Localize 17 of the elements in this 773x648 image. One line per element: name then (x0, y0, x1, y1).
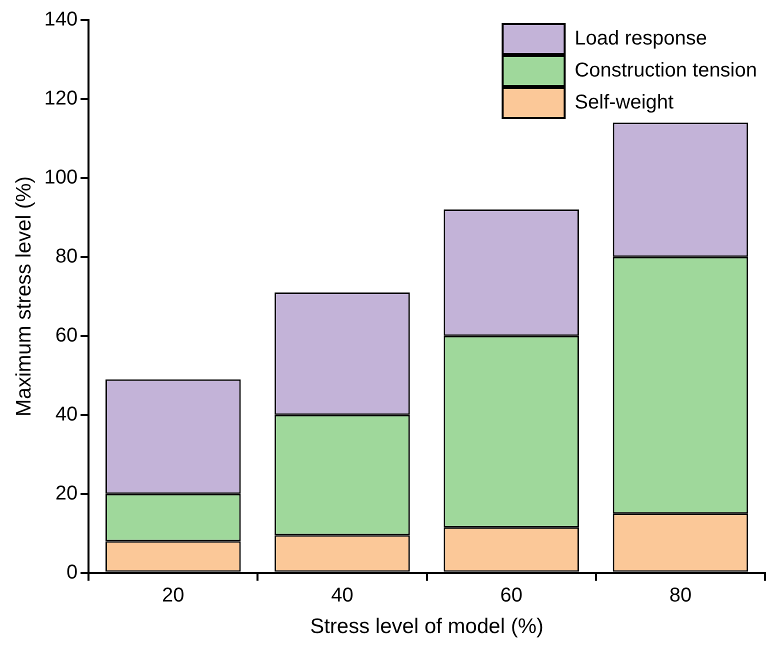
y-tick-label: 40 (55, 403, 78, 426)
x-tick-label: 60 (500, 584, 522, 606)
x-tick-label: 40 (331, 584, 354, 606)
legend-label: Construction tension (574, 60, 758, 82)
x-tick-label: 80 (669, 584, 692, 606)
y-tick-label: 60 (55, 324, 78, 346)
y-tick-label: 140 (44, 8, 78, 31)
y-tick-label: 100 (44, 166, 78, 188)
y-tick-label: 20 (55, 482, 78, 504)
x-axis-title: Stress level of model (%) (310, 615, 544, 638)
x-tick-label: 20 (162, 584, 184, 606)
y-tick-label: 0 (66, 561, 78, 584)
legend-label: Self-weight (574, 92, 674, 114)
y-tick-label: 120 (44, 87, 78, 110)
y-tick-label: 80 (55, 245, 78, 268)
legend-label: Load response (574, 28, 708, 50)
y-axis-title: Maximum stress level (%) (12, 176, 36, 417)
